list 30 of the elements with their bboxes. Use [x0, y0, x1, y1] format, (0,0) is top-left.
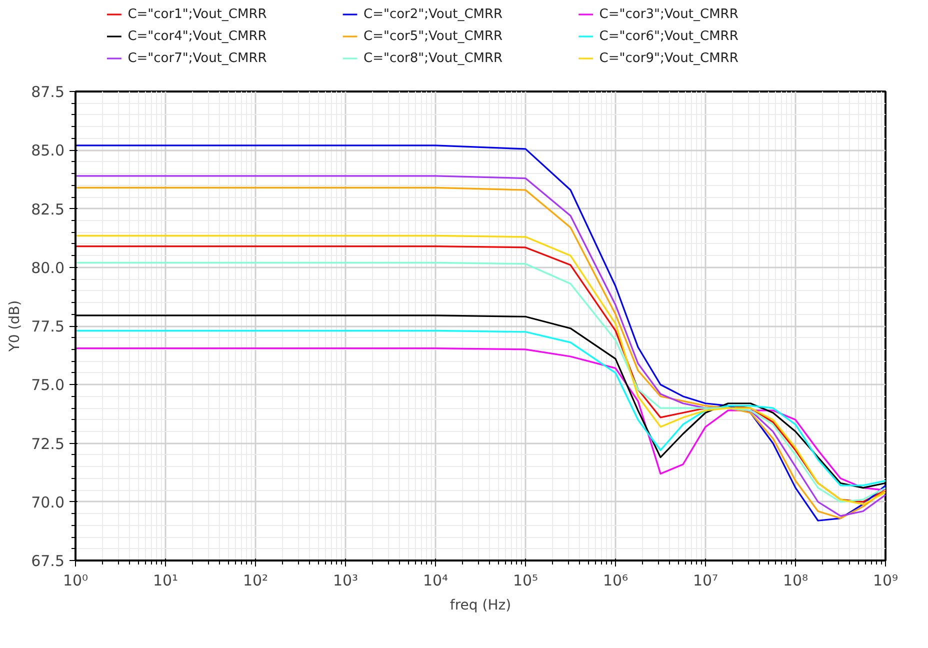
x-tick-label: 10⁰ [62, 572, 88, 590]
x-tick-label: 10⁹ [872, 572, 898, 590]
x-tick-label: 10³ [332, 572, 358, 590]
x-axis-title: freq (Hz) [450, 598, 512, 614]
x-tick-label: 10⁵ [512, 572, 538, 590]
y-tick-label: 75.0 [31, 376, 65, 394]
y-tick-label: 82.5 [31, 200, 65, 218]
y-axis-title: Y0 (dB) [7, 300, 24, 353]
x-tick-label: 10¹ [152, 572, 178, 590]
legend-label: C="cor2";Vout_CMRR [364, 7, 503, 22]
legend-label: C="cor6";Vout_CMRR [599, 29, 738, 44]
y-tick-label: 67.5 [31, 552, 65, 570]
x-tick-label: 10⁸ [782, 572, 808, 590]
y-tick-label: 87.5 [31, 83, 65, 101]
legend-label: C="cor4";Vout_CMRR [128, 29, 267, 44]
x-tick-label: 10⁶ [602, 572, 628, 590]
x-tick-label: 10⁴ [422, 572, 448, 590]
y-tick-label: 77.5 [31, 318, 65, 336]
x-tick-label: 10⁷ [692, 572, 718, 590]
legend-label: C="cor7";Vout_CMRR [128, 51, 267, 66]
x-tick-label: 10² [242, 572, 268, 590]
legend-label: C="cor3";Vout_CMRR [599, 7, 738, 22]
y-tick-label: 85.0 [31, 142, 65, 160]
y-tick-label: 80.0 [31, 258, 65, 277]
legend-label: C="cor1";Vout_CMRR [128, 7, 267, 22]
y-tick-label: 70.0 [31, 493, 65, 512]
y-tick-label: 72.5 [31, 434, 65, 453]
legend-label: C="cor8";Vout_CMRR [364, 51, 503, 66]
legend-label: C="cor5";Vout_CMRR [364, 29, 503, 44]
legend-label: C="cor9";Vout_CMRR [599, 51, 738, 66]
